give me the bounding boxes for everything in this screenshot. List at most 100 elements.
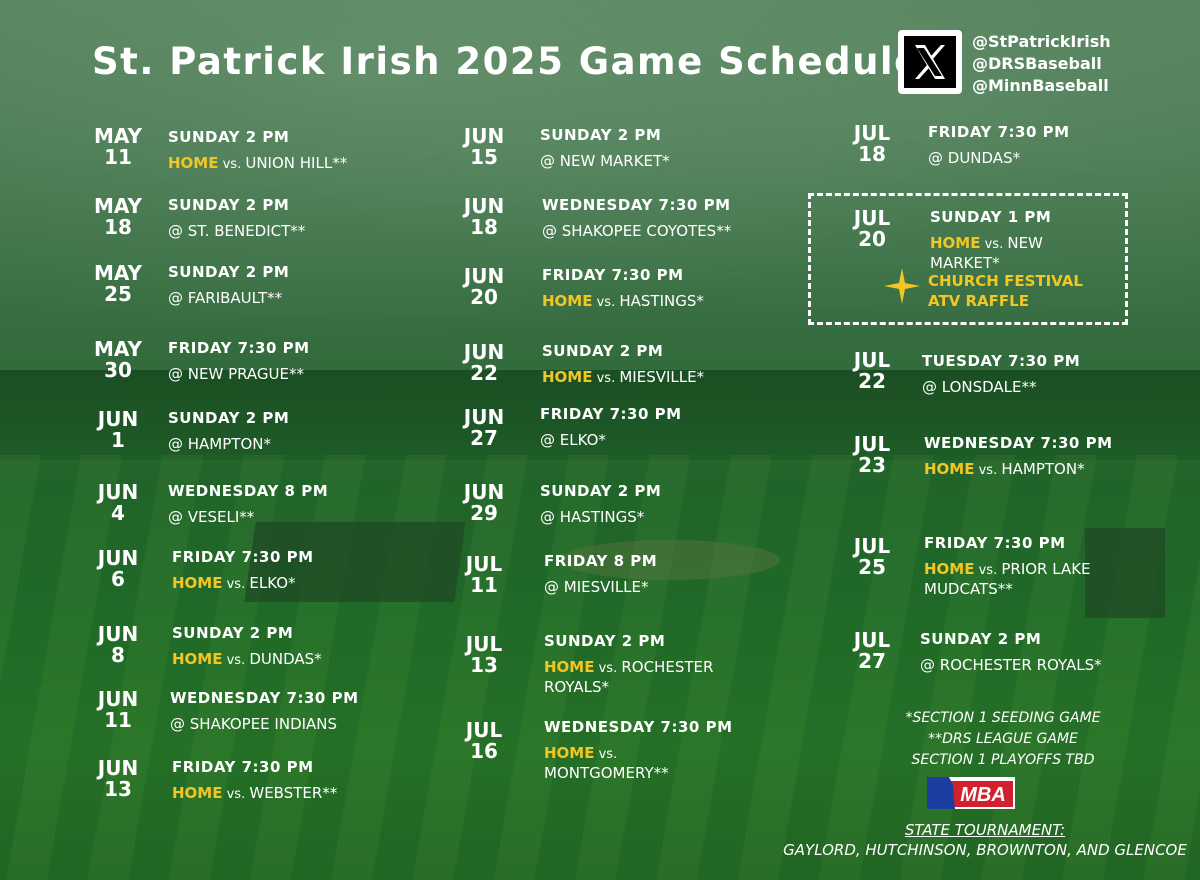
mba-logo: MBA <box>925 773 1017 813</box>
game-opponent: @ SHAKOPEE COYOTES** <box>542 222 731 241</box>
game-month: JUN <box>463 264 505 288</box>
opponent-name: MIESVILLE* <box>619 368 705 386</box>
game-date: JUN 6 <box>82 548 154 590</box>
star-icon <box>884 268 920 308</box>
game-day: 11 <box>104 708 132 732</box>
game-date: JUN 22 <box>448 342 520 384</box>
opponent-name: @ DUNDAS* <box>928 149 1021 167</box>
state-tournament-locations: GAYLORD, HUTCHINSON, BROWNTON, AND GLENC… <box>783 841 1187 859</box>
game-time: FRIDAY 7:30 PM <box>542 266 684 284</box>
game-opponent: HOME vs. DUNDAS* <box>172 650 322 670</box>
vs-label: vs. <box>222 787 250 802</box>
game-month: JUN <box>97 407 139 431</box>
game-info: SUNDAY 2 PM HOME vs. ROCHESTER ROYALS* <box>544 632 713 697</box>
game-month: MAY <box>94 261 142 285</box>
game-time: SUNDAY 2 PM <box>168 196 290 214</box>
game-date: JUL 16 <box>448 720 520 762</box>
game-day: 20 <box>470 285 498 309</box>
game-info: SUNDAY 2 PM @ NEW MARKET* <box>540 126 670 171</box>
game-info: SUNDAY 2 PM @ FARIBAULT** <box>168 263 289 308</box>
game-opponent: HOME vs. MONTGOMERY** <box>544 744 733 783</box>
note: *SECTION 1 SEEDING GAME <box>905 710 1101 726</box>
opponent-name: @ SHAKOPEE COYOTES** <box>542 222 732 240</box>
dugout-right <box>1085 528 1165 618</box>
game-date: JUL 25 <box>836 536 908 578</box>
opponent-name: @ ROCHESTER ROYALS* <box>920 656 1102 674</box>
game-month: JUL <box>465 718 503 742</box>
game-date: JUL 27 <box>836 630 908 672</box>
vs-label: vs. <box>218 157 246 172</box>
game-date: JUN 27 <box>448 407 520 449</box>
game-day: 23 <box>858 453 886 477</box>
opponent-name-cont: ROYALS* <box>544 678 610 696</box>
game-day: 18 <box>104 215 132 239</box>
vs-label: vs. <box>592 371 620 386</box>
game-opponent: @ ST. BENEDICT** <box>168 222 305 241</box>
handle[interactable]: @MinnBaseball <box>972 76 1109 95</box>
game-day: 6 <box>111 567 125 591</box>
game-opponent: HOME vs. PRIOR LAKE MUDCATS** <box>924 560 1091 599</box>
game-day: 4 <box>111 501 125 525</box>
vs-label: vs. <box>594 747 618 762</box>
game-date: JUN 18 <box>448 196 520 238</box>
game-time: FRIDAY 7:30 PM <box>540 405 682 423</box>
game-info: WEDNESDAY 7:30 PM HOME vs. MONTGOMERY** <box>544 718 733 783</box>
game-time: SUNDAY 2 PM <box>920 630 1042 648</box>
game-date: JUL 20 <box>836 208 908 250</box>
game-opponent: HOME vs. ROCHESTER ROYALS* <box>544 658 713 697</box>
game-opponent: @ HASTINGS* <box>540 508 661 527</box>
game-time: TUESDAY 7:30 PM <box>922 352 1081 370</box>
game-month: JUN <box>463 124 505 148</box>
game-opponent: @ FARIBAULT** <box>168 289 289 308</box>
featured-game-box <box>808 193 1128 325</box>
game-time: SUNDAY 2 PM <box>168 409 290 427</box>
game-opponent: @ LONSDALE** <box>922 378 1080 397</box>
game-time: SUNDAY 2 PM <box>168 128 290 146</box>
game-time: FRIDAY 7:30 PM <box>168 339 310 357</box>
game-month: JUL <box>465 632 503 656</box>
game-info: SUNDAY 2 PM HOME vs. DUNDAS* <box>172 624 322 670</box>
vs-label: vs. <box>974 563 1002 578</box>
game-date: JUN 13 <box>82 758 154 800</box>
game-month: JUN <box>463 340 505 364</box>
game-opponent: @ ELKO* <box>540 431 682 450</box>
game-info: SUNDAY 2 PM @ ROCHESTER ROYALS* <box>920 630 1102 675</box>
game-month: JUL <box>853 534 891 558</box>
game-time: SUNDAY 1 PM <box>930 208 1052 226</box>
opponent-name: @ ST. BENEDICT** <box>168 222 306 240</box>
game-info: FRIDAY 7:30 PM HOME vs. WEBSTER** <box>172 758 337 804</box>
opponent-name: @ MIESVILLE* <box>544 578 649 596</box>
sky <box>0 0 1200 380</box>
vs-label: vs. <box>980 237 1008 252</box>
note: **DRS LEAGUE GAME <box>928 731 1078 747</box>
game-opponent: HOME vs. NEW MARKET* <box>930 234 1051 273</box>
game-day: 20 <box>858 227 886 251</box>
handle[interactable]: @StPatrickIrish <box>972 32 1111 51</box>
game-month: MAY <box>94 194 142 218</box>
opponent-name: PRIOR LAKE <box>1001 560 1091 578</box>
game-opponent: HOME vs. ELKO* <box>172 574 314 594</box>
game-opponent: @ VESELI** <box>168 508 328 527</box>
tree-line <box>0 370 1200 460</box>
handle[interactable]: @DRSBaseball <box>972 54 1102 73</box>
game-day: 18 <box>470 215 498 239</box>
home-label: HOME <box>172 574 223 592</box>
home-label: HOME <box>542 368 593 386</box>
note: SECTION 1 PLAYOFFS TBD <box>911 752 1095 768</box>
game-info: FRIDAY 7:30 PM @ NEW PRAGUE** <box>168 339 310 384</box>
game-date: JUN 15 <box>448 126 520 168</box>
vs-label: vs. <box>594 661 622 676</box>
game-opponent: @ HAMPTON* <box>168 435 289 454</box>
game-month: JUN <box>97 687 139 711</box>
opponent-name: @ NEW PRAGUE** <box>168 365 305 383</box>
game-date: MAY 18 <box>82 196 154 238</box>
game-day: 18 <box>858 142 886 166</box>
game-info: SUNDAY 2 PM @ HASTINGS* <box>540 482 661 527</box>
game-info: SUNDAY 2 PM @ ST. BENEDICT** <box>168 196 305 241</box>
game-info: WEDNESDAY 7:30 PM @ SHAKOPEE COYOTES** <box>542 196 731 241</box>
game-opponent: @ NEW MARKET* <box>540 152 670 171</box>
game-month: JUL <box>853 206 891 230</box>
game-opponent: @ DUNDAS* <box>928 149 1070 168</box>
game-time: WEDNESDAY 8 PM <box>168 482 329 500</box>
